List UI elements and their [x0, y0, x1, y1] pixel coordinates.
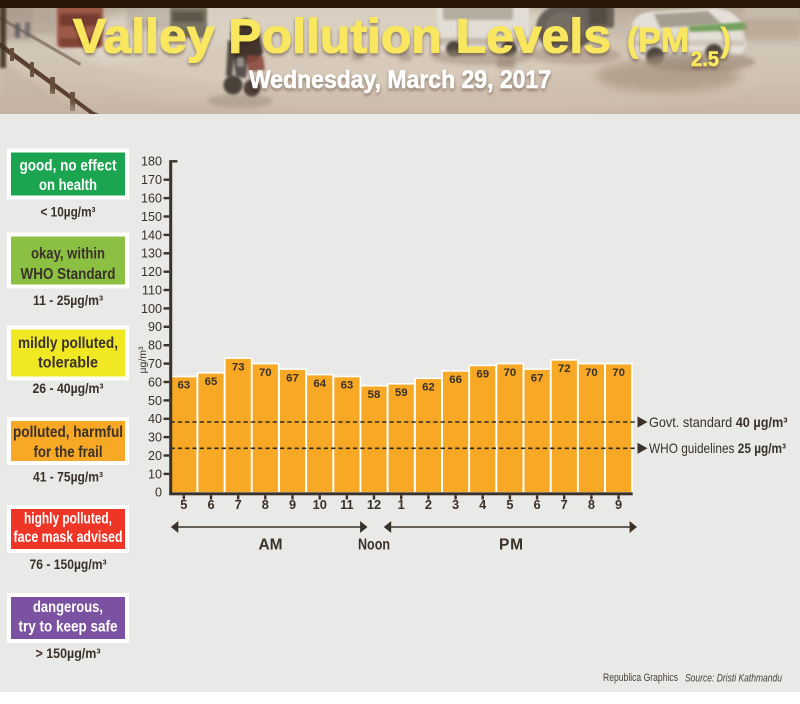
svg-text:60: 60	[148, 375, 162, 389]
svg-text:3: 3	[452, 497, 459, 512]
svg-text:9: 9	[289, 497, 296, 512]
svg-text:70: 70	[148, 357, 162, 371]
svg-text:67: 67	[531, 372, 544, 384]
svg-text:26 - 40µg/m³: 26 - 40µg/m³	[33, 381, 104, 396]
svg-text:41 - 75µg/m³: 41 - 75µg/m³	[33, 470, 103, 485]
svg-text:70: 70	[585, 367, 598, 379]
svg-text:polluted, harmful: polluted, harmful	[13, 424, 123, 441]
svg-text:90: 90	[148, 320, 162, 334]
svg-text:63: 63	[177, 380, 190, 392]
svg-text:11 - 25µg/m³: 11 - 25µg/m³	[33, 293, 103, 308]
svg-text:20: 20	[148, 449, 162, 463]
svg-text:59: 59	[395, 387, 408, 399]
svg-text:6: 6	[207, 497, 214, 512]
svg-text:tolerable: tolerable	[38, 354, 98, 371]
svg-text:66: 66	[449, 374, 462, 386]
svg-text:9: 9	[615, 497, 622, 512]
svg-text:40: 40	[148, 412, 162, 426]
svg-text:30: 30	[148, 431, 162, 445]
svg-text:4: 4	[479, 497, 487, 512]
svg-text:5: 5	[180, 497, 187, 512]
svg-text:AM: AM	[259, 537, 283, 554]
svg-text:Valley Pollution Levels: Valley Pollution Levels	[73, 11, 611, 64]
svg-text:dangerous,: dangerous,	[33, 599, 103, 616]
svg-text:1: 1	[398, 497, 405, 512]
svg-text:6: 6	[534, 497, 541, 512]
svg-text:(PM: (PM	[627, 22, 689, 60]
svg-text:Wednesday, March 29, 2017: Wednesday, March 29, 2017	[249, 66, 551, 94]
svg-text:< 10µg/m³: < 10µg/m³	[41, 204, 96, 219]
svg-text:7: 7	[561, 497, 568, 512]
svg-text:12: 12	[367, 497, 381, 512]
svg-text:70: 70	[259, 367, 272, 379]
svg-text:65: 65	[205, 376, 218, 388]
svg-text:70: 70	[504, 367, 517, 379]
svg-text:64: 64	[313, 378, 326, 390]
svg-text:face mask advised: face mask advised	[14, 529, 123, 546]
svg-text:8: 8	[588, 497, 595, 512]
svg-text:WHO guidelines 25 µg/m³: WHO guidelines 25 µg/m³	[649, 441, 786, 456]
svg-text:Republica Graphics: Republica Graphics	[603, 672, 678, 684]
svg-text:2.5: 2.5	[691, 48, 719, 71]
svg-text:100: 100	[141, 302, 162, 316]
svg-text:69: 69	[476, 369, 489, 381]
svg-text:highly polluted,: highly polluted,	[24, 510, 112, 527]
svg-text:140: 140	[141, 228, 162, 242]
svg-text:7: 7	[235, 497, 242, 512]
svg-text:2: 2	[425, 497, 432, 512]
svg-text:73: 73	[232, 361, 245, 373]
svg-text:> 150µg/m³: > 150µg/m³	[36, 646, 101, 661]
svg-text:160: 160	[141, 192, 162, 206]
svg-text:Govt. standard 40 µg/m³: Govt. standard 40 µg/m³	[649, 415, 788, 430]
svg-text:10: 10	[148, 467, 162, 481]
svg-text:Noon: Noon	[358, 537, 390, 554]
svg-text:72: 72	[558, 363, 571, 375]
svg-text:µg/m³: µg/m³	[137, 346, 149, 374]
svg-text:0: 0	[155, 486, 162, 500]
svg-text:okay, within: okay, within	[31, 246, 105, 263]
svg-text:5: 5	[506, 497, 513, 512]
svg-text:Source: Dristi Kathmandu: Source: Dristi Kathmandu	[685, 673, 782, 685]
svg-text:10: 10	[313, 497, 327, 512]
svg-text:180: 180	[141, 155, 162, 169]
svg-text:150: 150	[141, 210, 162, 224]
svg-text:WHO Standard: WHO Standard	[21, 266, 116, 283]
svg-text:): )	[720, 22, 731, 60]
svg-text:for the frail: for the frail	[34, 444, 103, 461]
svg-text:80: 80	[148, 339, 162, 353]
svg-text:70: 70	[612, 367, 625, 379]
svg-text:110: 110	[142, 283, 162, 297]
svg-text:50: 50	[148, 394, 162, 408]
svg-text:on health: on health	[39, 177, 97, 194]
svg-text:8: 8	[262, 497, 269, 512]
svg-text:130: 130	[141, 247, 162, 261]
svg-text:120: 120	[141, 265, 162, 279]
svg-text:170: 170	[141, 173, 162, 187]
svg-text:try to keep safe: try to keep safe	[19, 619, 118, 636]
svg-text:good, no effect: good, no effect	[20, 158, 118, 175]
svg-text:76 - 150µg/m³: 76 - 150µg/m³	[30, 557, 107, 572]
svg-text:63: 63	[341, 380, 354, 392]
svg-text:67: 67	[286, 372, 299, 384]
svg-text:mildly polluted,: mildly polluted,	[18, 335, 118, 352]
svg-text:11: 11	[340, 497, 354, 512]
svg-text:PM: PM	[499, 537, 523, 554]
svg-text:58: 58	[368, 389, 381, 401]
svg-text:62: 62	[422, 382, 435, 394]
